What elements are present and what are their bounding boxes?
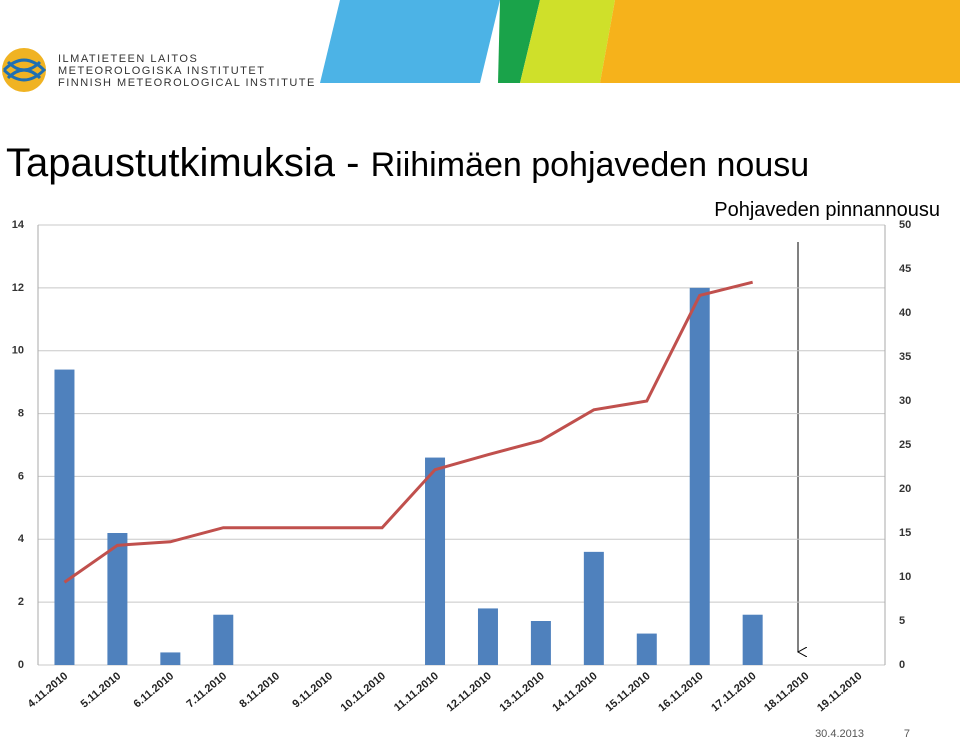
line xyxy=(63,280,754,584)
title-bold: Tapaustutkimuksia - xyxy=(6,141,359,185)
bar xyxy=(160,652,181,665)
date: 30.4.2013 xyxy=(815,728,864,740)
page-number: 7 xyxy=(904,728,910,740)
x-tick-label: 18.11.2010 xyxy=(762,670,811,714)
bar xyxy=(689,287,710,665)
x-tick-label: 13.11.2010 xyxy=(497,670,546,714)
logo-text: METEOROLOGISKA INSTITUTET xyxy=(58,65,265,77)
annotation: Pohjaveden pinnannousu xyxy=(714,199,940,221)
x-tick-label: 17.11.2010 xyxy=(709,670,758,714)
logo-text: FINNISH METEOROLOGICAL INSTITUTE xyxy=(58,77,316,89)
x-tick-label: 4.11.2010 xyxy=(26,670,71,710)
y-tick-label: 4 xyxy=(18,533,25,545)
y-tick-label: 10 xyxy=(12,345,24,357)
bar xyxy=(54,369,75,665)
x-tick-label: 6.11.2010 xyxy=(132,670,177,710)
header-band xyxy=(520,0,615,83)
bar xyxy=(742,614,763,665)
x-tick-label: 12.11.2010 xyxy=(444,670,493,714)
y2-tick-label: 0 xyxy=(899,659,905,671)
y-tick-label: 6 xyxy=(18,470,24,482)
bar xyxy=(636,633,657,665)
bar xyxy=(213,614,234,665)
bar xyxy=(583,551,604,665)
x-tick-label: 14.11.2010 xyxy=(550,670,599,714)
x-tick-label: 5.11.2010 xyxy=(79,670,124,710)
y2-tick-label: 10 xyxy=(899,571,911,583)
x-tick-label: 16.11.2010 xyxy=(656,670,705,714)
x-tick-label: 7.11.2010 xyxy=(184,670,229,710)
x-tick-label: 15.11.2010 xyxy=(603,670,652,714)
y-tick-label: 2 xyxy=(18,596,24,608)
y-tick-label: 8 xyxy=(18,407,24,419)
y-tick-label: 12 xyxy=(12,282,24,294)
bar xyxy=(477,608,498,665)
y-tick-label: 14 xyxy=(12,219,25,231)
y2-tick-label: 5 xyxy=(899,615,905,627)
slide-title: Tapaustutkimuksia - Riihimäen pohjaveden… xyxy=(6,141,809,185)
x-tick-label: 11.11.2010 xyxy=(392,670,441,714)
bar xyxy=(530,621,551,665)
y2-tick-label: 25 xyxy=(899,439,911,451)
y2-tick-label: 20 xyxy=(899,483,911,495)
y2-tick-label: 15 xyxy=(899,527,911,539)
y2-tick-label: 40 xyxy=(899,307,911,319)
bar xyxy=(107,533,128,665)
title-rest: Riihimäen pohjaveden nousu xyxy=(371,146,810,184)
x-tick-label: 19.11.2010 xyxy=(815,670,864,714)
y-tick-label: 0 xyxy=(18,659,24,671)
x-tick-label: 8.11.2010 xyxy=(237,670,282,710)
header-band xyxy=(600,0,960,83)
y2-tick-label: 50 xyxy=(899,219,911,231)
y2-tick-label: 30 xyxy=(899,395,911,407)
logo-text: ILMATIETEEN LAITOS xyxy=(58,53,198,65)
logo xyxy=(2,58,47,82)
header-band xyxy=(498,0,540,83)
x-tick-label: 10.11.2010 xyxy=(339,670,388,714)
y2-tick-label: 35 xyxy=(899,351,911,363)
bar xyxy=(425,457,446,665)
y2-tick-label: 45 xyxy=(899,263,911,275)
x-tick-label: 9.11.2010 xyxy=(290,670,335,710)
header-band xyxy=(320,0,500,83)
